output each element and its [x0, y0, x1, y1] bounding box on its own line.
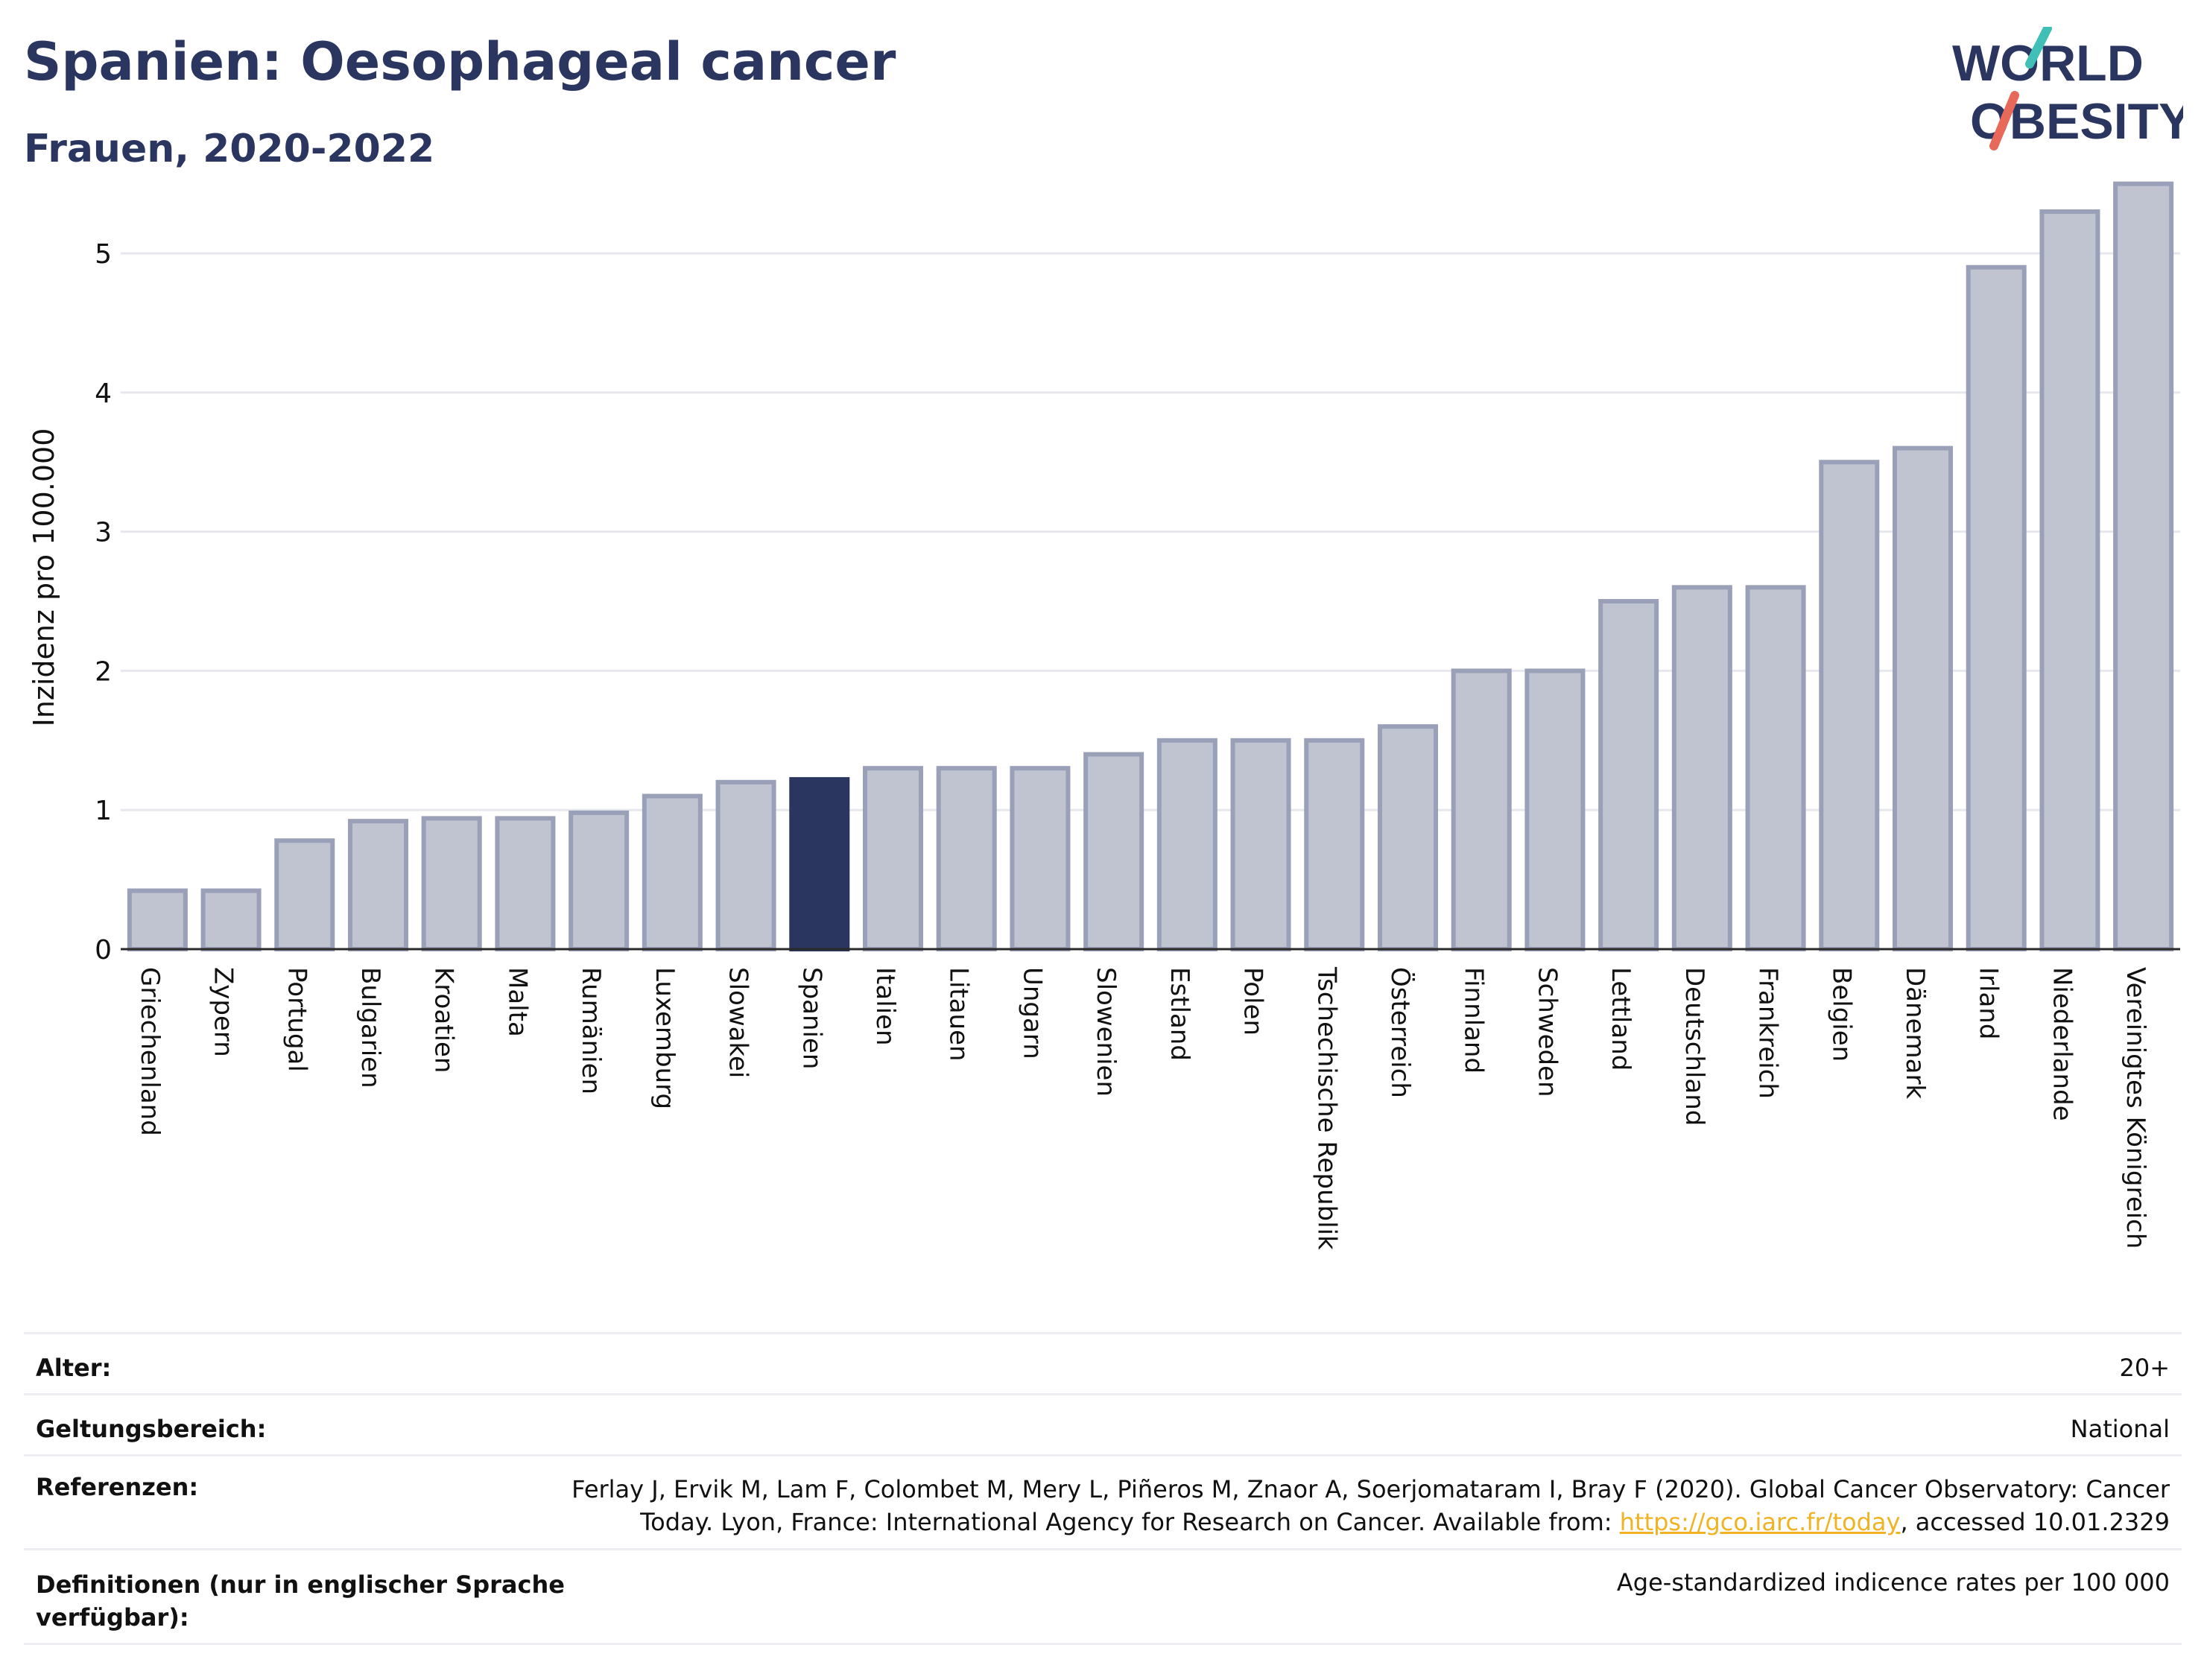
definitions-label-line-1: Definitionen (nur in englischer Sprache: [36, 1570, 565, 1599]
bar: [1819, 460, 1880, 951]
x-tick-label: Frankreich: [1753, 967, 1783, 1099]
y-axis-label: Inzidenz pro 100.000: [28, 428, 60, 727]
bar: [1230, 738, 1291, 951]
chart-title: Spanien: Oesophageal cancer: [24, 31, 896, 92]
x-tick-label: Bulgarien: [355, 967, 385, 1088]
x-tick-label: Rumänien: [576, 967, 606, 1094]
x-tick-label: Belgien: [1826, 967, 1856, 1062]
bar-chart: 0 1 2 3 4 5 Griechenland Zypern Portugal Bulgari…: [28, 181, 2180, 1250]
meta-row-references: Referenzen: Ferlay J, Ervik M, Lam F, Co…: [24, 1454, 2182, 1550]
logo-word-world: WORLD: [1952, 35, 2144, 92]
y-tick-label: 4: [95, 378, 112, 409]
scope-label: Geltungsbereich:: [36, 1415, 267, 1443]
bar: [1524, 668, 1586, 952]
y-tick-label: 2: [95, 656, 112, 687]
bar: [1745, 585, 1806, 951]
x-tick-label: Litauen: [944, 967, 974, 1062]
x-tick-label: Lettland: [1606, 967, 1635, 1071]
bar: [2039, 209, 2100, 951]
x-tick-label: Malta: [502, 967, 532, 1037]
bar: [127, 888, 188, 952]
age-label: Alter:: [36, 1354, 112, 1382]
references-value: Ferlay J, Ervik M, Lam F, Colombet M, Me…: [571, 1473, 2170, 1538]
chart-subtitle: Frauen, 2020-2022: [24, 127, 435, 171]
references-line-2: Today. Lyon, France: International Agenc…: [571, 1506, 2170, 1538]
x-tick-label: Kroatien: [429, 967, 459, 1073]
world-obesity-logo: WORLD OBESITY: [1952, 27, 2183, 150]
references-line-1: Ferlay J, Ervik M, Lam F, Colombet M, Me…: [571, 1475, 2170, 1503]
bar: [347, 819, 409, 951]
bar: [1377, 724, 1439, 952]
definitions-label-line-2: verfügbar):: [36, 1603, 189, 1632]
bar: [1083, 752, 1144, 951]
references-label: Referenzen:: [36, 1473, 199, 1501]
x-tick-label: Slowenien: [1091, 967, 1121, 1097]
y-tick-label: 5: [95, 239, 112, 270]
bar: [1671, 585, 1732, 951]
x-tick-label: Österreich: [1385, 967, 1416, 1098]
references-text: Today. Lyon, France: International Agenc…: [640, 1508, 1620, 1536]
bar: [200, 888, 262, 952]
x-tick-label: Vereinigtes Königreich: [2121, 967, 2150, 1249]
definitions-value: Age-standardized indicence rates per 100…: [1616, 1568, 2170, 1597]
references-link[interactable]: https://gco.iarc.fr/today: [1619, 1508, 1901, 1536]
bar: [936, 766, 997, 952]
y-tick-label: 1: [95, 796, 112, 826]
meta-row-age: Alter: 20+: [24, 1332, 2182, 1395]
bar-highlight: [789, 777, 850, 952]
x-tick-label: Portugal: [282, 967, 311, 1072]
y-tick-label: 0: [95, 935, 112, 966]
x-tick-label: Italien: [870, 967, 900, 1046]
x-tick-label: Griechenland: [135, 967, 165, 1136]
bar: [862, 766, 924, 952]
bar: [1010, 766, 1071, 952]
scope-value: National: [2070, 1415, 2170, 1443]
references-accessed: , accessed 10.01.2329: [1900, 1508, 2170, 1536]
bar: [642, 793, 703, 952]
definitions-label: Definitionen (nur in englischer Sprache …: [36, 1568, 565, 1634]
bar: [274, 838, 335, 951]
bar: [495, 816, 556, 951]
x-axis-tick-labels: Griechenland Zypern Portugal Bulgarien Kroat…: [135, 966, 2150, 1250]
bar: [1598, 599, 1659, 951]
bar: [2113, 181, 2174, 951]
x-tick-label: Irland: [1974, 967, 2004, 1039]
bar: [715, 779, 776, 952]
x-tick-label: Luxemburg: [650, 967, 680, 1109]
x-tick-label: Schweden: [1532, 967, 1562, 1097]
x-tick-label: Zypern: [209, 967, 238, 1057]
meta-row-scope: Geltungsbereich: National: [24, 1393, 2182, 1456]
age-value: 20+: [2119, 1354, 2170, 1382]
x-tick-label: Spanien: [797, 967, 826, 1069]
x-tick-label: Tschechische Republik: [1311, 966, 1341, 1250]
x-tick-label: Niederlande: [2047, 967, 2077, 1121]
x-tick-label: Finnland: [1459, 967, 1489, 1074]
bars: [127, 181, 2174, 952]
x-tick-label: Dänemark: [1900, 967, 1930, 1099]
bar: [1966, 264, 2027, 951]
y-axis-ticks: 0 1 2 3 4 5: [95, 239, 112, 966]
x-tick-label: Ungarn: [1017, 967, 1047, 1059]
meta-row-definitions: Definitionen (nur in englischer Sprache …: [24, 1548, 2182, 1645]
bar: [569, 810, 630, 951]
bar: [1892, 446, 1954, 951]
y-tick-label: 3: [95, 518, 112, 548]
x-tick-label: Slowakei: [723, 967, 753, 1078]
x-tick-label: Polen: [1238, 967, 1268, 1036]
bar: [1156, 738, 1217, 951]
x-tick-label: Deutschland: [1679, 967, 1709, 1126]
bar: [421, 816, 482, 951]
bar: [1451, 668, 1512, 952]
x-tick-label: Estland: [1165, 967, 1194, 1061]
bar: [1304, 738, 1365, 951]
